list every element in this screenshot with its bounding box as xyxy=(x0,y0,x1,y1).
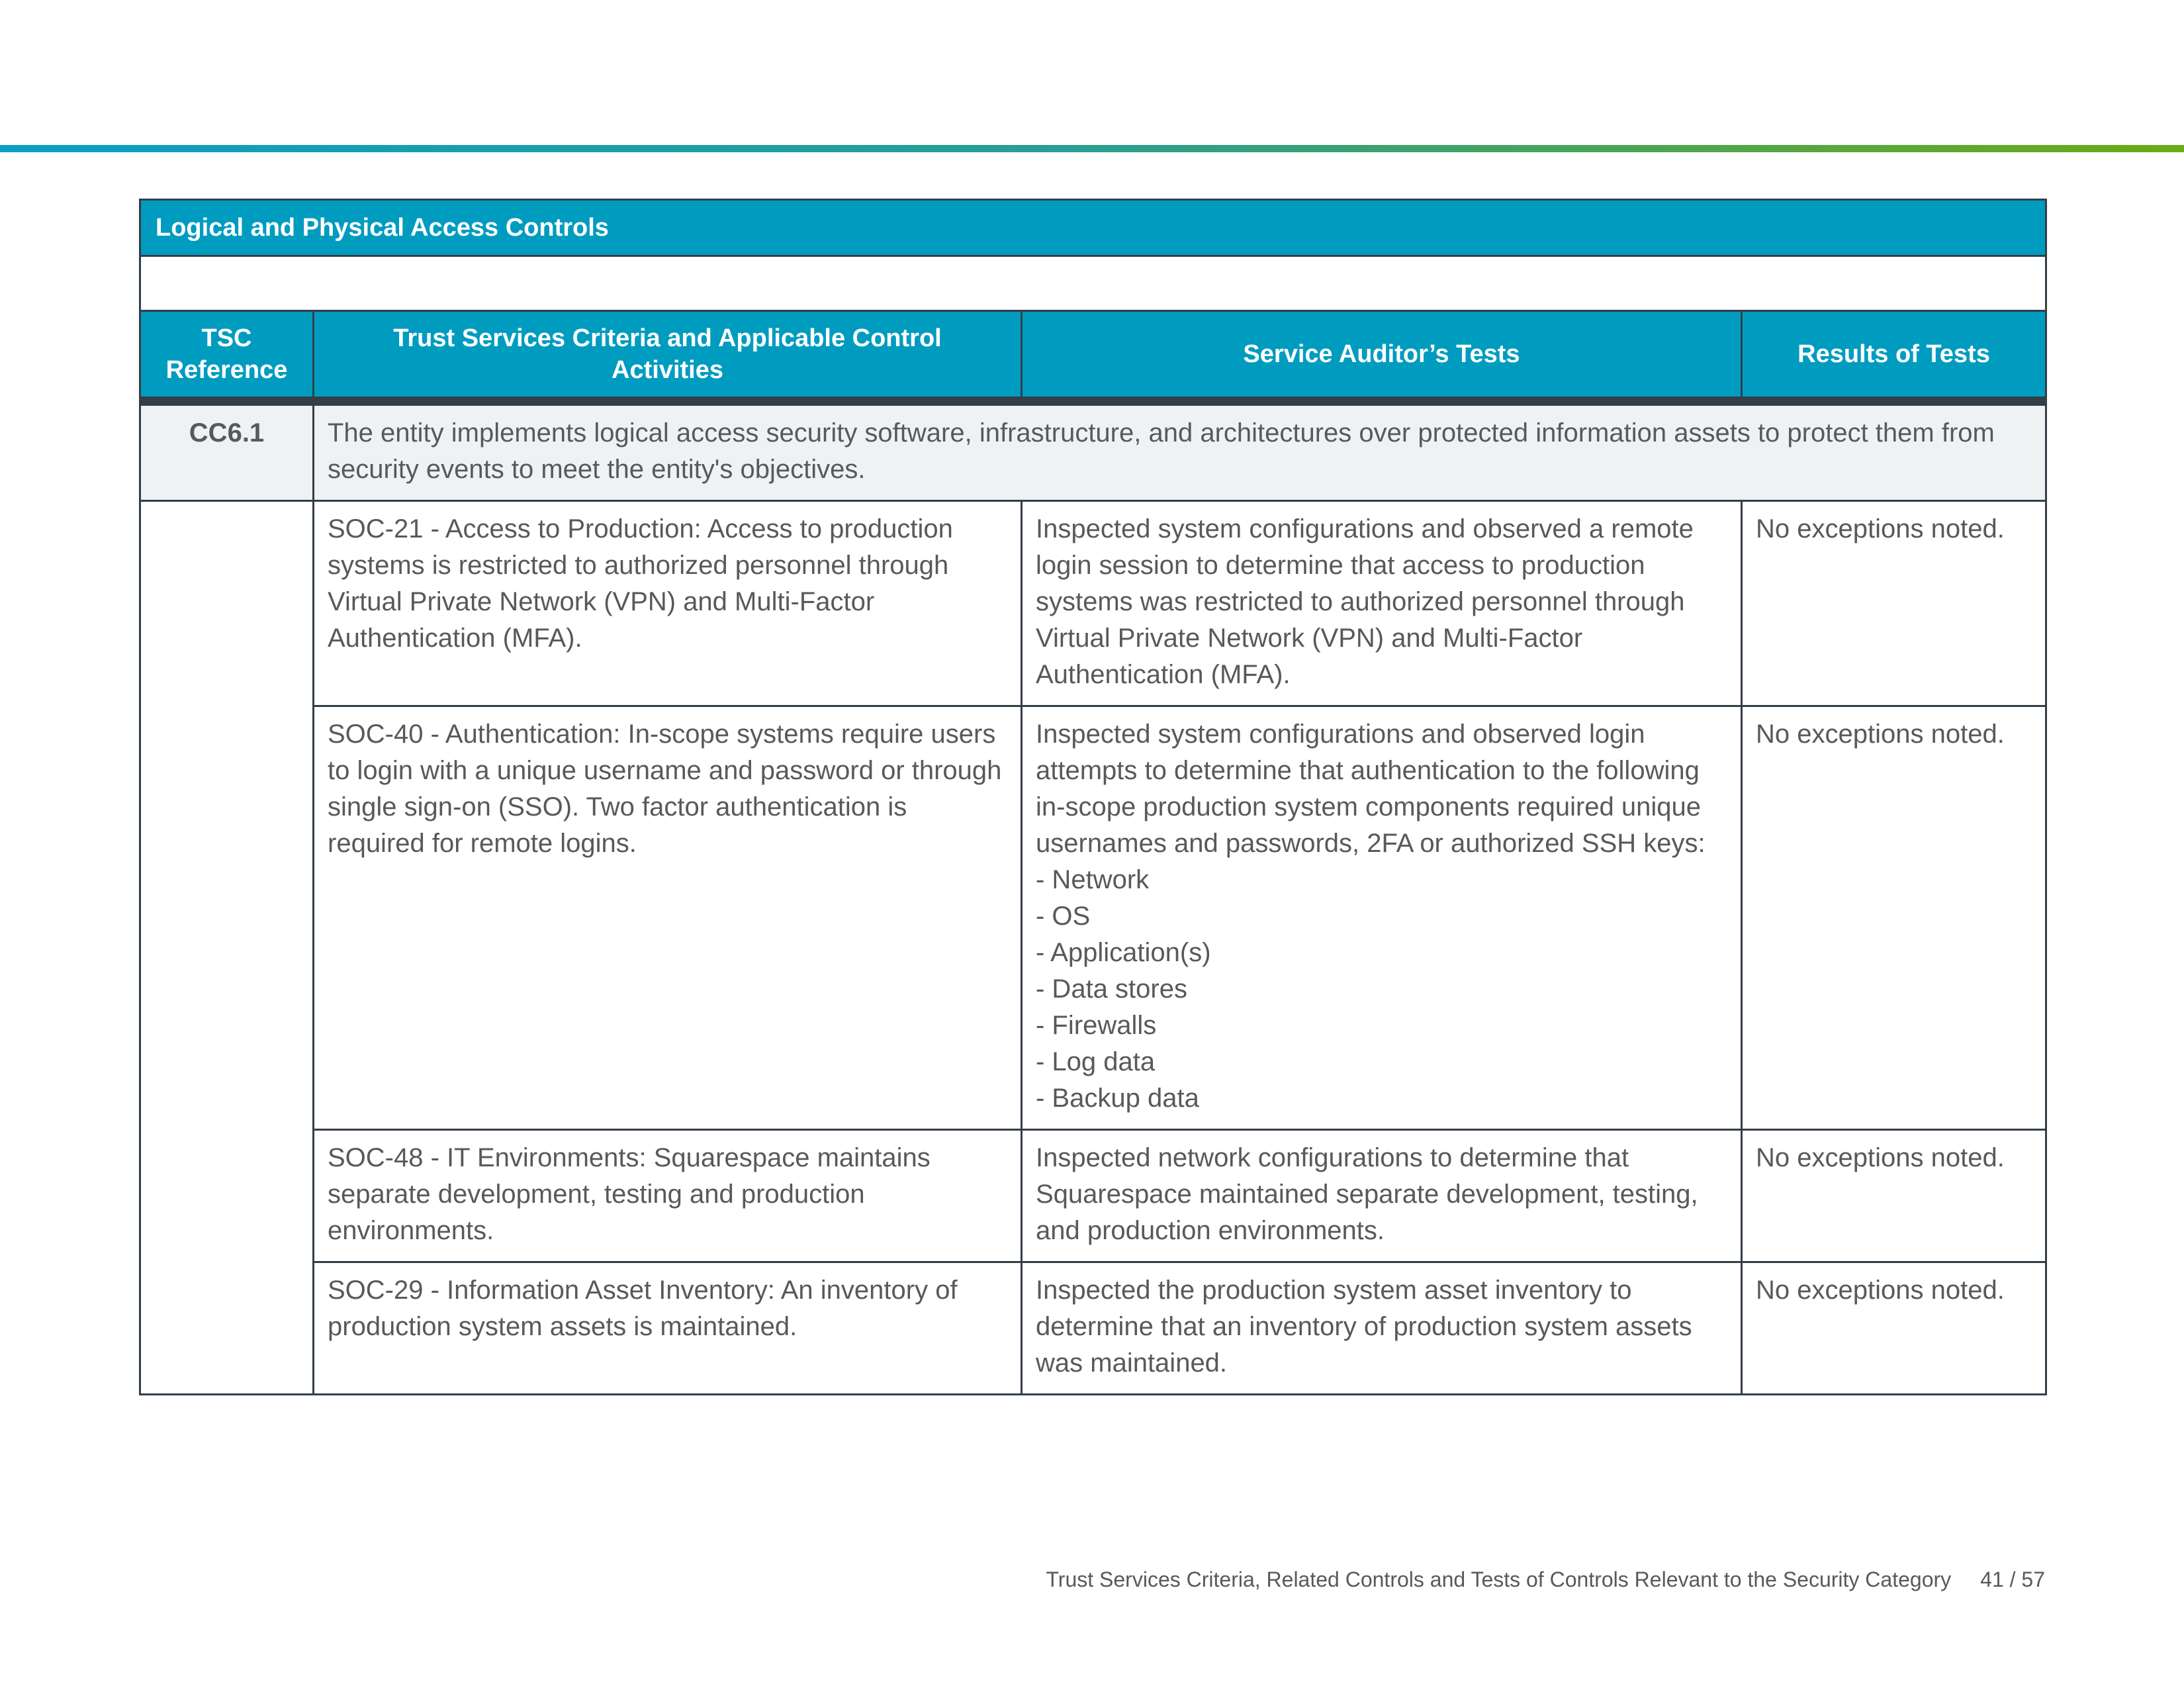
test-list-item: - Firewalls xyxy=(1036,1011,1157,1040)
criterion-ref: CC6.1 xyxy=(139,400,314,502)
auditor-test-text: Inspected the production system asset in… xyxy=(1036,1276,1692,1378)
auditor-test: Inspected network configurations to dete… xyxy=(1021,1129,1743,1263)
criterion-row: CC6.1 The entity implements logical acce… xyxy=(139,400,2047,502)
auditor-test: Inspected the production system asset in… xyxy=(1021,1261,1743,1395)
auditor-test-text: Inspected system configurations and obse… xyxy=(1036,720,1706,858)
test-result: No exceptions noted. xyxy=(1741,1129,2047,1263)
test-list-item: - Network xyxy=(1036,865,1150,894)
header-row: TSC Reference Trust Services Criteria an… xyxy=(139,310,2047,406)
page-footer: Trust Services Criteria, Related Control… xyxy=(1046,1568,2045,1592)
auditor-test: Inspected system configurations and obse… xyxy=(1021,500,1743,707)
test-result: No exceptions noted. xyxy=(1741,500,2047,707)
top-accent-bar xyxy=(0,145,2184,152)
header-auditor-tests: Service Auditor’s Tests xyxy=(1021,310,1743,406)
table-row: SOC-21 - Access to Production: Access to… xyxy=(139,500,2047,1395)
footer-title: Trust Services Criteria, Related Control… xyxy=(1046,1568,1952,1591)
section-title: Logical and Physical Access Controls xyxy=(139,199,2047,257)
test-result: No exceptions noted. xyxy=(1741,1261,2047,1395)
control-activity: SOC-48 - IT Environments: Squarespace ma… xyxy=(312,1129,1023,1263)
auditor-test: Inspected system configurations and obse… xyxy=(1021,705,1743,1131)
blank-row xyxy=(139,255,2047,312)
control-activity: SOC-21 - Access to Production: Access to… xyxy=(312,500,1023,707)
table-row: SOC-40 - Authentication: In-scope system… xyxy=(140,705,2047,1131)
table-row: SOC-48 - IT Environments: Squarespace ma… xyxy=(140,1129,2047,1263)
table-row: SOC-29 - Information Asset Inventory: An… xyxy=(140,1261,2047,1395)
controls-table: Logical and Physical Access Controls TSC… xyxy=(139,199,2047,1395)
page-number: 41 / 57 xyxy=(1980,1568,2045,1591)
test-list-item: - Backup data xyxy=(1036,1084,1199,1113)
auditor-test-text: Inspected network configurations to dete… xyxy=(1036,1143,1698,1245)
empty-ref-cell xyxy=(139,500,314,1395)
test-list-item: - Data stores xyxy=(1036,974,1187,1004)
header-tsc-reference: TSC Reference xyxy=(139,310,314,406)
test-list-item: - Application(s) xyxy=(1036,938,1211,967)
control-activity: SOC-40 - Authentication: In-scope system… xyxy=(312,705,1023,1131)
test-list-item: - Log data xyxy=(1036,1047,1156,1076)
test-list-item: - OS xyxy=(1036,902,1091,931)
criterion-text: The entity implements logical access sec… xyxy=(312,400,2047,502)
header-results: Results of Tests xyxy=(1741,310,2047,406)
auditor-test-text: Inspected system configurations and obse… xyxy=(1036,514,1694,689)
header-criteria: Trust Services Criteria and Applicable C… xyxy=(312,310,1023,406)
control-activity: SOC-29 - Information Asset Inventory: An… xyxy=(312,1261,1023,1395)
test-result: No exceptions noted. xyxy=(1741,705,2047,1131)
